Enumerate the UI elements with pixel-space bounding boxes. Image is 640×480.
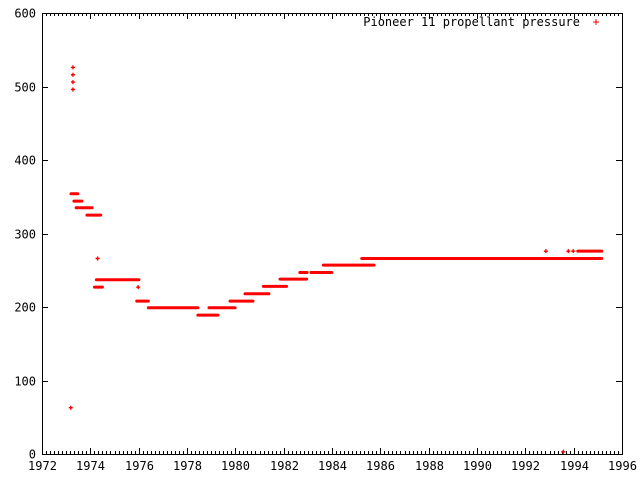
data-series bbox=[68, 65, 604, 454]
data-point-plus-icon bbox=[70, 65, 75, 70]
data-point-plus-icon bbox=[95, 256, 100, 261]
legend: Pioneer 11 propellant pressure bbox=[363, 15, 599, 29]
data-point-plus-icon bbox=[68, 405, 73, 410]
x-tick-label: 1976 bbox=[125, 459, 154, 473]
data-point-plus-icon bbox=[70, 80, 75, 85]
data-point-plus-icon bbox=[70, 72, 75, 77]
x-tick-label: 1996 bbox=[608, 459, 637, 473]
x-tick-label: 1972 bbox=[28, 459, 57, 473]
y-tick-label: 500 bbox=[14, 81, 36, 95]
x-tick-label: 1974 bbox=[76, 459, 105, 473]
data-point-plus-icon bbox=[561, 449, 566, 454]
y-tick-label: 0 bbox=[29, 448, 36, 462]
x-tick-label: 1992 bbox=[511, 459, 540, 473]
data-point-plus-icon bbox=[136, 285, 141, 290]
x-tick-label: 1990 bbox=[463, 459, 492, 473]
data-point-plus-icon bbox=[543, 249, 548, 254]
y-tick-label: 300 bbox=[14, 228, 36, 242]
x-tick-label: 1986 bbox=[366, 459, 395, 473]
data-point-plus-icon bbox=[566, 249, 571, 254]
y-tick-label: 100 bbox=[14, 375, 36, 389]
x-tick-label: 1984 bbox=[318, 459, 347, 473]
x-tick-label: 1982 bbox=[270, 459, 299, 473]
y-tick-label: 400 bbox=[14, 154, 36, 168]
y-tick-label: 600 bbox=[14, 7, 36, 21]
x-tick-label: 1980 bbox=[221, 459, 250, 473]
y-tick-label: 200 bbox=[14, 301, 36, 315]
axes: 1972 1974 1976 1978 1980 1982 1984 1986 1988 1990… bbox=[14, 7, 637, 474]
x-tick-label: 1988 bbox=[415, 459, 444, 473]
legend-plus-icon bbox=[593, 19, 599, 25]
axis-lines bbox=[42, 13, 623, 455]
legend-label: Pioneer 11 propellant pressure bbox=[363, 15, 580, 29]
x-tick-label: 1978 bbox=[173, 459, 202, 473]
data-point-plus-icon bbox=[70, 87, 75, 92]
x-tick-label: 1994 bbox=[560, 459, 589, 473]
data-point-plus-icon bbox=[571, 249, 576, 254]
